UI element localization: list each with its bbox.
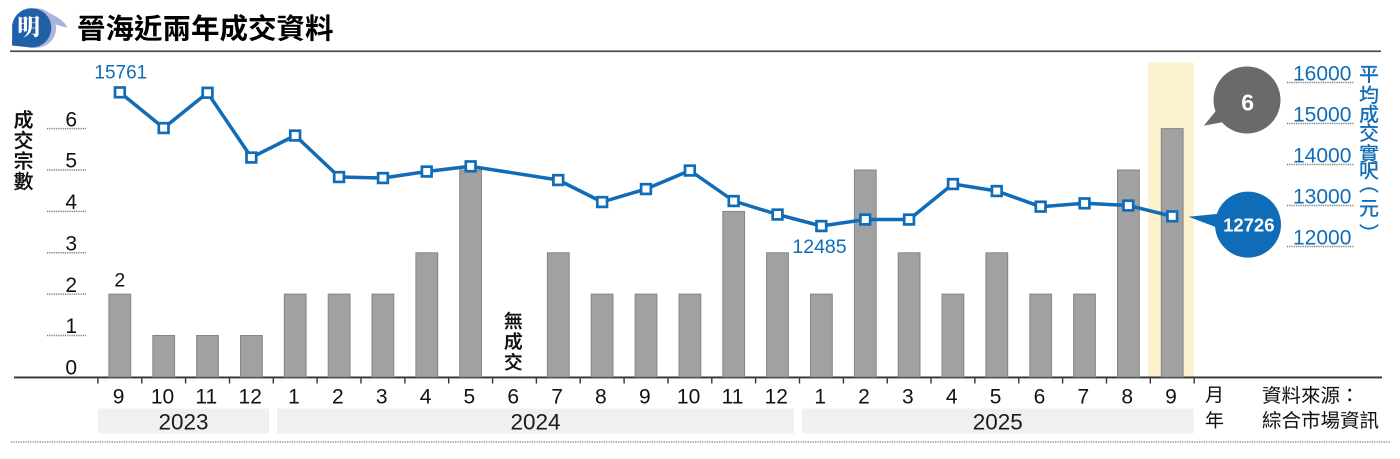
- svg-text:12000: 12000: [1293, 227, 1351, 250]
- svg-text:10: 10: [677, 386, 700, 409]
- svg-text:11: 11: [195, 386, 217, 409]
- svg-text:3: 3: [65, 233, 77, 256]
- svg-text:12726: 12726: [1223, 215, 1274, 236]
- svg-text:8: 8: [1121, 386, 1133, 409]
- svg-text:2: 2: [65, 274, 77, 297]
- svg-text:6: 6: [65, 108, 77, 131]
- svg-text:0: 0: [65, 357, 77, 380]
- svg-text:2: 2: [858, 386, 870, 409]
- svg-text:5: 5: [65, 150, 77, 173]
- svg-text:1: 1: [65, 315, 77, 338]
- svg-text:4: 4: [946, 386, 958, 409]
- svg-text:9: 9: [113, 386, 125, 409]
- svg-text:16000: 16000: [1293, 63, 1351, 86]
- svg-text:12: 12: [765, 386, 788, 409]
- svg-text:15761: 15761: [94, 62, 147, 83]
- svg-text:12485: 12485: [792, 236, 846, 258]
- svg-text:5: 5: [464, 386, 476, 409]
- svg-text:9: 9: [1165, 386, 1177, 409]
- svg-text:10: 10: [151, 386, 174, 409]
- svg-text:5: 5: [990, 386, 1002, 409]
- svg-text:2: 2: [114, 270, 125, 292]
- svg-text:2023: 2023: [158, 410, 208, 435]
- svg-text:4: 4: [420, 386, 432, 409]
- svg-text:9: 9: [639, 386, 651, 409]
- svg-text:11: 11: [722, 386, 744, 409]
- svg-text:1: 1: [288, 386, 300, 409]
- svg-text:4: 4: [65, 191, 77, 214]
- svg-text:2024: 2024: [510, 410, 560, 435]
- svg-text:6: 6: [1034, 386, 1046, 409]
- svg-text:7: 7: [551, 386, 563, 409]
- svg-text:8: 8: [595, 386, 607, 409]
- svg-text:6: 6: [507, 386, 519, 409]
- svg-text:12: 12: [239, 386, 262, 409]
- svg-text:3: 3: [376, 386, 388, 409]
- svg-text:15000: 15000: [1293, 104, 1351, 127]
- svg-text:6: 6: [1241, 90, 1254, 116]
- svg-text:1: 1: [814, 386, 826, 409]
- svg-text:2025: 2025: [973, 410, 1023, 435]
- svg-text:3: 3: [902, 386, 914, 409]
- svg-text:2: 2: [332, 386, 344, 409]
- svg-text:13000: 13000: [1293, 186, 1351, 209]
- svg-text:7: 7: [1077, 386, 1089, 409]
- svg-text:14000: 14000: [1293, 145, 1351, 168]
